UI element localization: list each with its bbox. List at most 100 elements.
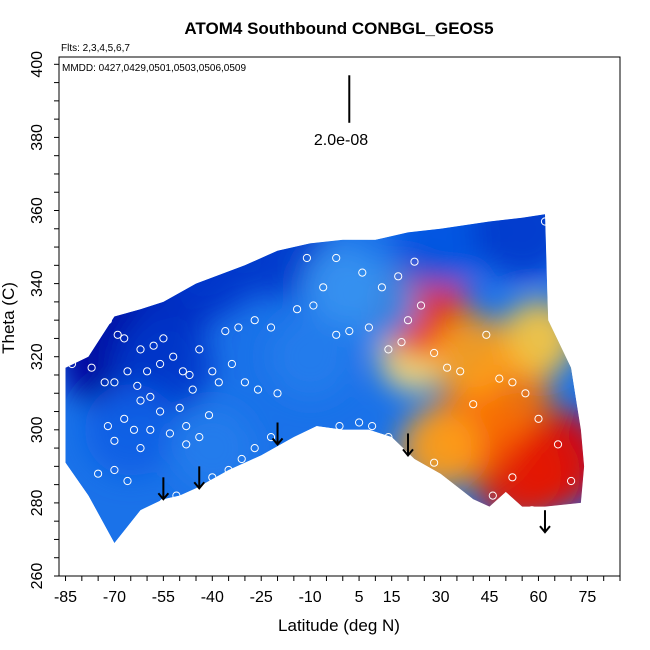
flight-arrow	[539, 510, 551, 534]
observation-point	[237, 454, 246, 464]
observation-point	[103, 316, 113, 325]
observation-point	[195, 433, 204, 442]
field-hotspot	[302, 243, 383, 324]
observation-point	[234, 323, 243, 332]
observation-point	[332, 330, 341, 339]
x-tick-label: -85	[54, 589, 77, 606]
observation-point	[377, 283, 386, 292]
flight-arrow	[157, 477, 170, 501]
observation-point	[159, 334, 168, 343]
x-tick-label: 15	[383, 589, 401, 606]
observation-point	[195, 345, 204, 354]
observation-point	[540, 217, 550, 226]
y-tick-label: 360	[29, 197, 46, 224]
observation-point	[456, 367, 465, 376]
y-tick-label: 380	[29, 124, 46, 151]
observation-point	[495, 374, 504, 383]
observation-point	[169, 352, 178, 361]
observation-points	[67, 217, 576, 515]
y-tick-label: 400	[29, 51, 46, 78]
observation-point	[208, 473, 217, 482]
observation-point	[508, 378, 517, 387]
observation-point	[156, 407, 165, 416]
observation-point	[384, 345, 393, 354]
observation-point	[67, 359, 77, 369]
observation-point	[87, 363, 96, 372]
observation-point	[266, 323, 276, 332]
observation-point	[136, 396, 145, 405]
observation-point	[110, 436, 119, 445]
y-axis-ticks: 260 280 300 320 340 360 380 400	[29, 51, 59, 589]
y-tick-label: 320	[29, 343, 46, 370]
observation-point	[208, 367, 217, 376]
observation-point	[567, 476, 576, 486]
observation-point	[384, 433, 393, 442]
observation-point	[110, 465, 119, 475]
observation-point	[146, 425, 155, 434]
observation-point	[149, 341, 158, 350]
observation-point	[293, 305, 302, 314]
observation-point	[136, 345, 145, 354]
observation-point	[100, 378, 109, 387]
x-tick-label: -25	[250, 589, 273, 606]
observation-point	[469, 400, 478, 409]
observation-point	[214, 378, 223, 387]
observation-point	[416, 301, 426, 310]
observation-point	[143, 367, 152, 376]
observation-point	[534, 414, 543, 423]
observation-point	[103, 422, 113, 431]
y-tick-label: 280	[29, 489, 46, 516]
observation-point	[521, 389, 530, 398]
observation-point	[358, 268, 367, 277]
observation-point	[394, 272, 403, 281]
x-axis-ticks: -85 -70 -55 -40 -25 -10 5 15 30 45 60 75	[54, 576, 621, 606]
observation-point	[273, 389, 282, 398]
observation-point	[250, 444, 259, 453]
observation-point	[309, 301, 318, 310]
observation-point	[302, 253, 311, 263]
x-tick-label: 30	[432, 589, 450, 606]
observation-point	[332, 253, 341, 263]
observation-point	[266, 433, 276, 442]
observation-point	[129, 425, 139, 434]
observation-point	[175, 403, 184, 412]
observation-point	[527, 506, 537, 515]
observation-point	[165, 429, 174, 438]
observation-point	[120, 334, 129, 343]
observation-point	[110, 378, 119, 387]
flight-arrows	[157, 422, 551, 534]
observation-point	[355, 418, 364, 427]
x-tick-label: -40	[201, 589, 224, 606]
observation-point	[430, 348, 439, 358]
observation-point	[319, 283, 328, 292]
dates-annotation: MMDD: 0427,0429,0501,0503,0506,0509	[62, 63, 246, 74]
observation-point	[488, 491, 497, 500]
observation-point	[240, 378, 249, 387]
x-tick-label: 60	[530, 589, 548, 606]
observation-point	[185, 370, 194, 380]
y-tick-label: 300	[29, 416, 46, 443]
observation-point	[94, 469, 103, 478]
observation-point	[156, 359, 165, 369]
y-axis-label: Theta (C)	[0, 282, 18, 354]
observation-point	[253, 385, 263, 394]
observation-point	[224, 465, 233, 475]
observation-point	[335, 422, 344, 431]
observation-point	[188, 385, 197, 394]
observation-point	[172, 491, 181, 500]
x-tick-label: 75	[578, 589, 596, 606]
x-tick-label: 45	[481, 589, 499, 606]
observation-point	[113, 330, 122, 339]
observation-point	[221, 327, 230, 336]
y-tick-label: 260	[29, 563, 46, 590]
x-tick-label: 5	[355, 589, 364, 606]
observation-point	[482, 330, 491, 339]
observation-point	[204, 411, 214, 420]
flight-arrow	[271, 422, 284, 446]
chart-title: ATOM4 Southbound CONBGL_GEOS5	[184, 19, 493, 38]
observation-point	[345, 327, 354, 336]
field-hotspot	[267, 314, 353, 400]
observation-point	[368, 422, 377, 431]
observation-point	[123, 476, 132, 486]
x-tick-label: -10	[299, 589, 322, 606]
